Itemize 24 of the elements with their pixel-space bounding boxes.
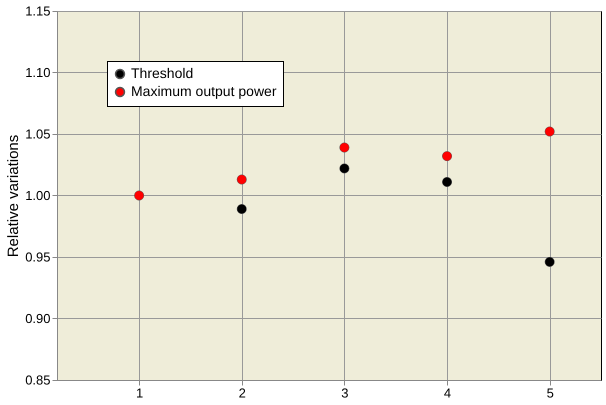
y-tick-label: 0.85 <box>25 372 50 388</box>
x-tick-label: 5 <box>546 386 554 400</box>
x-tick-label: 1 <box>136 386 144 400</box>
y-tick-label: 1.15 <box>25 4 50 18</box>
y-tick-label: 0.95 <box>25 250 50 264</box>
y-tick-label: 1.00 <box>25 188 50 203</box>
point <box>134 190 144 200</box>
x-tick-label: 3 <box>341 386 349 400</box>
point <box>544 126 555 137</box>
y-tick-label: 1.05 <box>25 126 50 142</box>
point <box>236 174 247 184</box>
y-tick-label: 1.10 <box>25 65 50 80</box>
point <box>544 256 555 267</box>
point <box>339 142 350 153</box>
point <box>442 176 452 187</box>
x-tick-label: 2 <box>238 386 246 400</box>
legend-label: Threshold <box>131 65 194 81</box>
legend-label: Maximum output power <box>131 83 277 99</box>
point <box>236 204 247 214</box>
y-tick-label: 0.90 <box>25 311 50 326</box>
x-tick-label: 4 <box>444 386 452 400</box>
point <box>339 163 350 174</box>
point <box>442 151 452 162</box>
y-axis-title: Relative variations <box>5 134 22 258</box>
